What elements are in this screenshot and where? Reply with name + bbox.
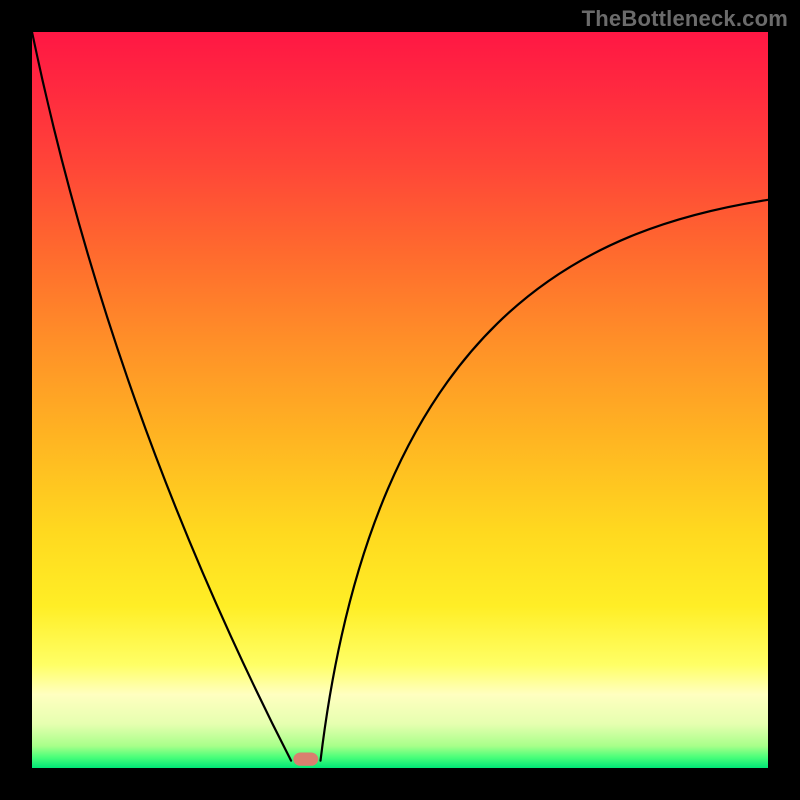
valley-marker xyxy=(293,753,318,766)
plot-area xyxy=(32,32,768,768)
chart-container: TheBottleneck.com xyxy=(0,0,800,800)
watermark-text: TheBottleneck.com xyxy=(582,6,788,32)
bottleneck-chart xyxy=(0,0,800,800)
